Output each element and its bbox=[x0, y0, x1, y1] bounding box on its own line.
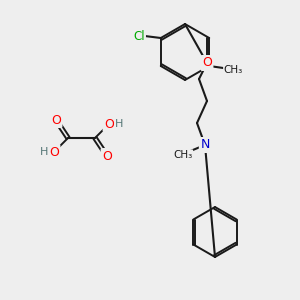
Text: H: H bbox=[115, 119, 123, 129]
Text: O: O bbox=[49, 146, 59, 158]
Text: CH₃: CH₃ bbox=[173, 150, 193, 160]
Text: O: O bbox=[51, 113, 61, 127]
Text: N: N bbox=[200, 139, 210, 152]
Text: H: H bbox=[40, 147, 48, 157]
Text: O: O bbox=[202, 56, 212, 70]
Text: CH₃: CH₃ bbox=[224, 65, 243, 75]
Text: Cl: Cl bbox=[133, 29, 145, 43]
Text: O: O bbox=[102, 149, 112, 163]
Text: O: O bbox=[104, 118, 114, 130]
